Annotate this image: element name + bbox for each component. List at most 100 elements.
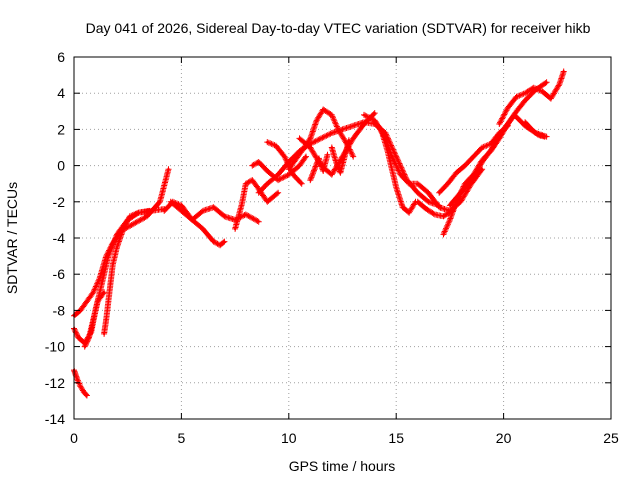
data-point [92, 318, 95, 321]
y-tick-label: 4 [57, 85, 65, 101]
data-point [111, 242, 114, 245]
data-point [352, 137, 355, 140]
data-point [446, 182, 449, 185]
data-point [212, 240, 215, 243]
data-point [79, 385, 82, 388]
data-point [480, 160, 484, 164]
data-point [87, 336, 91, 339]
data-point [523, 92, 527, 95]
data-point [158, 200, 162, 203]
data-point [309, 178, 312, 182]
data-point [395, 155, 398, 158]
data-point [515, 110, 518, 113]
data-point [105, 318, 108, 321]
series-markers [161, 198, 228, 249]
data-point [416, 191, 419, 194]
x-tick-label: 10 [281, 430, 297, 446]
data-point [330, 173, 333, 176]
y-tick-label: -8 [53, 302, 66, 318]
data-point [313, 168, 316, 171]
data-point [122, 227, 125, 231]
data-point [480, 146, 484, 149]
data-point [218, 244, 222, 247]
series-markers [255, 119, 443, 209]
data-point [362, 113, 366, 117]
series-markers [440, 79, 550, 238]
y-tick-label: -6 [53, 266, 66, 282]
data-point [180, 204, 183, 207]
data-point [437, 206, 441, 209]
x-tick-label: 15 [388, 430, 404, 446]
data-point [536, 133, 540, 137]
data-point [309, 146, 312, 149]
data-point [266, 200, 269, 203]
data-point [167, 168, 170, 171]
series-track [71, 206, 168, 346]
data-point [77, 336, 80, 339]
data-point [491, 146, 495, 149]
data-point [100, 282, 104, 285]
series-track [496, 68, 567, 127]
data-point [470, 178, 473, 182]
x-tick-label: 0 [70, 430, 78, 446]
data-point [513, 113, 516, 117]
series-markers [71, 206, 168, 346]
x-axis-label: GPS time / hours [289, 458, 396, 474]
data-point [347, 139, 351, 142]
data-point [107, 300, 110, 303]
data-point [98, 276, 101, 280]
data-point [190, 218, 194, 222]
data-point [330, 146, 333, 149]
data-point [300, 149, 303, 153]
data-point [105, 254, 108, 258]
series-track [307, 151, 331, 184]
data-point [274, 144, 278, 147]
data-point [455, 171, 458, 175]
data-point [298, 164, 301, 167]
data-point [79, 309, 82, 312]
data-point [416, 200, 419, 203]
data-point [257, 191, 260, 194]
y-tick-label: -4 [53, 230, 66, 246]
data-point [480, 168, 484, 171]
data-point [223, 240, 226, 243]
series-track [161, 198, 228, 249]
data-point [334, 160, 338, 164]
data-point [352, 155, 355, 158]
series-track [371, 119, 419, 216]
data-point [433, 213, 437, 216]
data-point [543, 135, 546, 138]
data-point [304, 155, 308, 158]
data-point [315, 119, 318, 122]
data-point [352, 124, 355, 127]
data-point [257, 160, 260, 164]
data-point [251, 164, 254, 167]
series-markers [101, 207, 153, 337]
x-tick-label: 20 [496, 430, 512, 446]
data-point [401, 206, 404, 209]
data-point [171, 200, 175, 203]
data-point [82, 390, 85, 394]
data-point [212, 206, 215, 209]
data-point [223, 215, 226, 218]
y-tick-label: 0 [57, 158, 65, 174]
data-point [266, 169, 269, 173]
series-track [101, 207, 153, 337]
data-point [373, 120, 376, 124]
data-point [448, 204, 452, 207]
data-point [276, 178, 280, 182]
data-point [442, 233, 445, 236]
x-tick-label: 25 [603, 430, 619, 446]
data-point [416, 182, 419, 185]
data-point [115, 245, 119, 249]
series-markers [232, 177, 282, 232]
data-point [283, 155, 286, 158]
series-track [81, 289, 108, 350]
data-point [287, 173, 290, 176]
data-point [545, 81, 548, 84]
data-point [506, 106, 510, 109]
grid-lines [74, 57, 611, 419]
data-point [341, 128, 344, 131]
data-point [321, 108, 325, 111]
